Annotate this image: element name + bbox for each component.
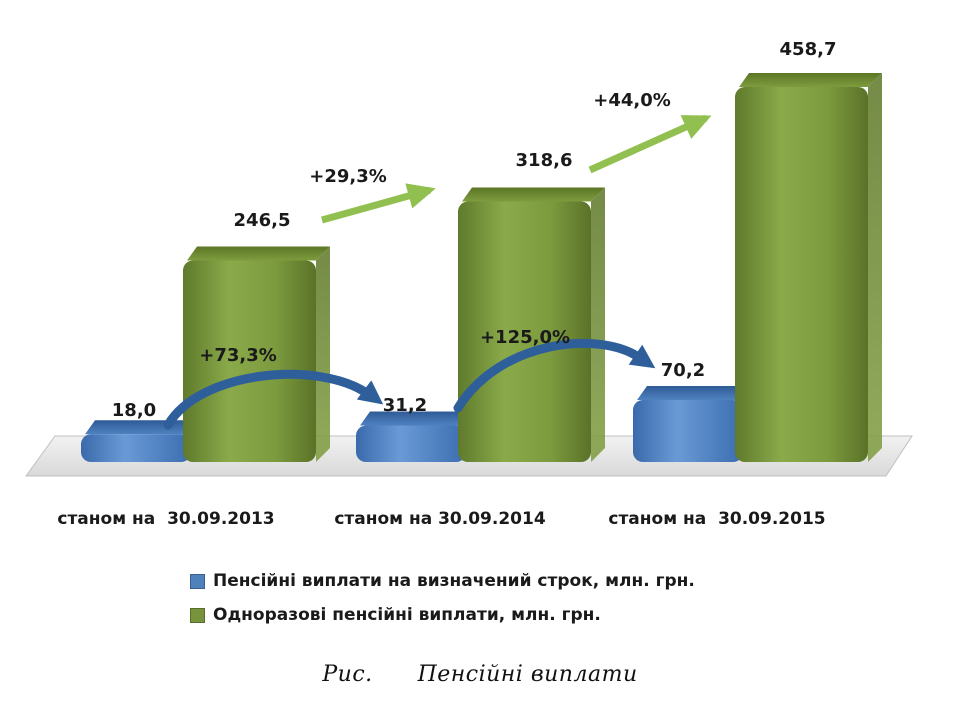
growth-arrow-series2-1-head [405, 183, 436, 209]
data-label-series2-2: 318,6 [516, 150, 573, 171]
bar-series2-2-side [591, 187, 605, 462]
x-tick-label-1: станом на 30.09.2013 [57, 509, 274, 529]
bar-series2-2-top [462, 187, 605, 202]
growth-arrow-series1-1 [163, 369, 384, 430]
data-label-series1-3: 70,2 [661, 360, 705, 381]
bar-series2-1-front [183, 260, 316, 462]
bar-series2-1-side [316, 246, 330, 462]
growth-arrow-series2-2 [588, 114, 712, 174]
bar-series2-3 [735, 73, 882, 462]
growth-arrow-series1-1-shaft [163, 369, 373, 430]
bar-series1-2-front [356, 425, 466, 462]
data-label-series1-1: 18,0 [112, 400, 156, 421]
bar-series1-1-top [85, 420, 205, 435]
bar-series2-3-side [868, 73, 882, 462]
bar-series2-2-front [458, 201, 591, 462]
growth-label-series2-1: +29,3% [309, 166, 387, 187]
legend-item-series-1: Пенсійні виплати на визначений строк, мл… [190, 566, 695, 596]
growth-label-series1-1: +73,3% [199, 345, 277, 366]
data-label-series2-1: 246,5 [234, 210, 291, 231]
data-label-series1-2: 31,2 [383, 395, 427, 416]
bar-series2-1-top [187, 246, 330, 261]
bar-series2-3-front [735, 87, 868, 462]
bar-series1-2-top [360, 411, 480, 426]
legend-item-series-2: Одноразові пенсійні виплати, млн. грн. [190, 600, 695, 630]
bar-series1-3-top [637, 386, 757, 400]
x-tick-label-2: станом на 30.09.2014 [334, 509, 545, 529]
x-tick-label-3: станом на 30.09.2015 [608, 509, 825, 529]
figure-caption: Рис. Пенсійні виплати [322, 662, 638, 687]
growth-arrow-series1-2 [453, 338, 656, 413]
data-label-series2-3: 458,7 [780, 39, 837, 60]
growth-label-series2-2: +44,0% [593, 90, 671, 111]
growth-label-series1-2: +125,0% [480, 327, 570, 348]
legend-swatch-blue [190, 573, 205, 589]
bar-series1-1-front [81, 434, 191, 462]
growth-arrow-series2-2-head [680, 115, 712, 139]
bar-chart: станом на 30.09.2013 станом на 30.09.2014… [25, 39, 913, 529]
growth-arrow-series1-2-head [628, 344, 656, 369]
growth-arrow-series2-1 [321, 183, 436, 224]
bar-series1-3-front [633, 400, 743, 462]
growth-arrow-series1-2-shaft [453, 338, 645, 413]
legend-swatch-green [190, 607, 205, 623]
bar-series2-3-top [739, 73, 882, 87]
legend-label-series-1: Пенсійні виплати на визначений строк, мл… [213, 571, 695, 591]
growth-arrow-series1-1-head [356, 380, 384, 405]
legend: Пенсійні виплати на визначений строк, мл… [190, 566, 695, 634]
bar-series2-1 [183, 246, 330, 462]
bar-series2-2 [458, 187, 605, 462]
legend-label-series-2: Одноразові пенсійні виплати, млн. грн. [213, 605, 601, 625]
